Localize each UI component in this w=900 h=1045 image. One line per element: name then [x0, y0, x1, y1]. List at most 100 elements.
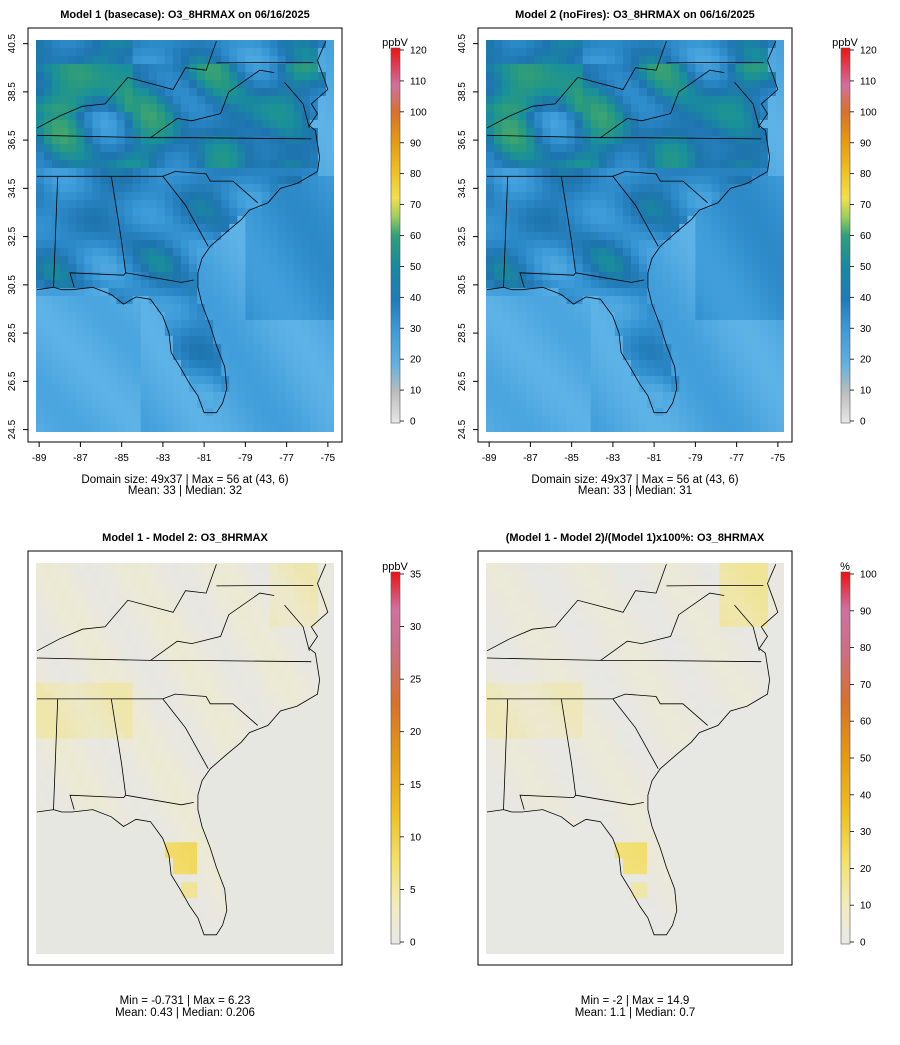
- heatmap-cell: [189, 914, 198, 923]
- heatmap-cell: [156, 80, 166, 89]
- heatmap-cell: [84, 690, 93, 700]
- heatmap-cell: [164, 384, 174, 393]
- heatmap-cell: [68, 40, 77, 49]
- heatmap-cell: [221, 786, 230, 795]
- heatmap-cell: [205, 666, 214, 676]
- heatmap-cell: [711, 288, 720, 297]
- heatmap-cell: [598, 200, 608, 209]
- heatmap-cell: [237, 384, 246, 393]
- heatmap-cell: [630, 184, 640, 193]
- heatmap-cell: [582, 240, 592, 249]
- heatmap-cell: [703, 376, 712, 385]
- heatmap-cell: [205, 184, 214, 193]
- heatmap-cell: [52, 866, 61, 875]
- heatmap-cell: [148, 48, 158, 57]
- heatmap-cell: [180, 104, 190, 113]
- heatmap-cell: [494, 192, 503, 201]
- heatmap-cell: [100, 650, 109, 660]
- x-tick-label: -75: [771, 453, 786, 464]
- heatmap-cell: [558, 328, 567, 337]
- heatmap-cell: [590, 104, 600, 113]
- heatmap-cell: [735, 304, 745, 313]
- heatmap-cell: [164, 56, 174, 65]
- heatmap-cell: [148, 842, 158, 851]
- heatmap-cell: [52, 320, 61, 329]
- heatmap-cell: [622, 88, 632, 97]
- heatmap-cell: [534, 40, 543, 49]
- heatmap-cell: [164, 610, 174, 620]
- heatmap-cell: [189, 770, 198, 779]
- heatmap-cell: [76, 304, 85, 313]
- heatmap-cell: [164, 352, 174, 361]
- heatmap-cell: [534, 144, 543, 153]
- heatmap-cell: [687, 232, 696, 241]
- heatmap-cell: [100, 818, 109, 827]
- heatmap-cell: [189, 56, 198, 65]
- heatmap-cell: [679, 176, 688, 185]
- heatmap-cell: [140, 216, 150, 225]
- heatmap-cell: [68, 112, 77, 121]
- heatmap-cell: [116, 408, 125, 417]
- heatmap-cell: [100, 658, 109, 668]
- heatmap-cell: [582, 104, 592, 113]
- heatmap-cell: [229, 168, 238, 177]
- heatmap-cell: [486, 224, 495, 233]
- heatmap-cell: [309, 48, 319, 57]
- heatmap-cell: [156, 40, 166, 49]
- heatmap-cell: [213, 64, 222, 73]
- heatmap-cell: [164, 730, 174, 739]
- heatmap-cell: [767, 152, 777, 161]
- heatmap-cell: [719, 368, 729, 377]
- heatmap-cell: [68, 563, 77, 572]
- heatmap-cell: [574, 40, 584, 49]
- heatmap-cell: [108, 104, 117, 113]
- heatmap-cell: [325, 352, 334, 361]
- heatmap-cell: [630, 40, 640, 49]
- heatmap-cell: [76, 368, 85, 377]
- heatmap-cell: [277, 296, 287, 305]
- heatmap-cell: [172, 850, 182, 859]
- heatmap-cell: [687, 48, 696, 57]
- heatmap-cell: [172, 192, 182, 201]
- heatmap-cell: [148, 706, 158, 716]
- heatmap-cell: [68, 802, 77, 811]
- heatmap-cell: [108, 216, 117, 225]
- heatmap-cell: [76, 416, 85, 425]
- heatmap-cell: [510, 208, 519, 217]
- heatmap-cell: [140, 722, 150, 731]
- heatmap-cell: [92, 408, 101, 417]
- heatmap-cell: [44, 706, 53, 716]
- heatmap-cell: [606, 392, 616, 401]
- heatmap-cell: [100, 336, 109, 345]
- heatmap-cell: [92, 802, 101, 811]
- heatmap-cell: [687, 264, 696, 273]
- heatmap-cell: [44, 866, 53, 875]
- heatmap-cell: [172, 802, 182, 811]
- heatmap-cell: [566, 392, 575, 401]
- heatmap-cell: [76, 232, 85, 241]
- heatmap-cell: [502, 288, 511, 297]
- heatmap-cell: [695, 264, 704, 273]
- heatmap-cell: [606, 152, 616, 161]
- heatmap-cell: [180, 650, 190, 660]
- heatmap-cell: [36, 376, 45, 385]
- heatmap-cell: [197, 216, 206, 225]
- heatmap-cell: [68, 578, 77, 588]
- heatmap-cell: [655, 128, 664, 137]
- heatmap-cell: [582, 344, 592, 353]
- heatmap-cell: [582, 120, 592, 129]
- heatmap-cell: [189, 352, 198, 361]
- heatmap-cell: [116, 906, 125, 915]
- heatmap-cell: [213, 240, 222, 249]
- heatmap-cell: [132, 754, 142, 763]
- heatmap-cell: [526, 200, 535, 209]
- heatmap-cell: [197, 320, 206, 329]
- heatmap-cell: [156, 400, 166, 409]
- heatmap-cell: [76, 328, 85, 337]
- heatmap-cell: [598, 408, 608, 417]
- heatmap-cell: [100, 930, 109, 939]
- heatmap-cell: [221, 730, 230, 739]
- heatmap-cell: [542, 192, 551, 201]
- heatmap-cell: [92, 586, 101, 596]
- heatmap-cell: [518, 120, 527, 129]
